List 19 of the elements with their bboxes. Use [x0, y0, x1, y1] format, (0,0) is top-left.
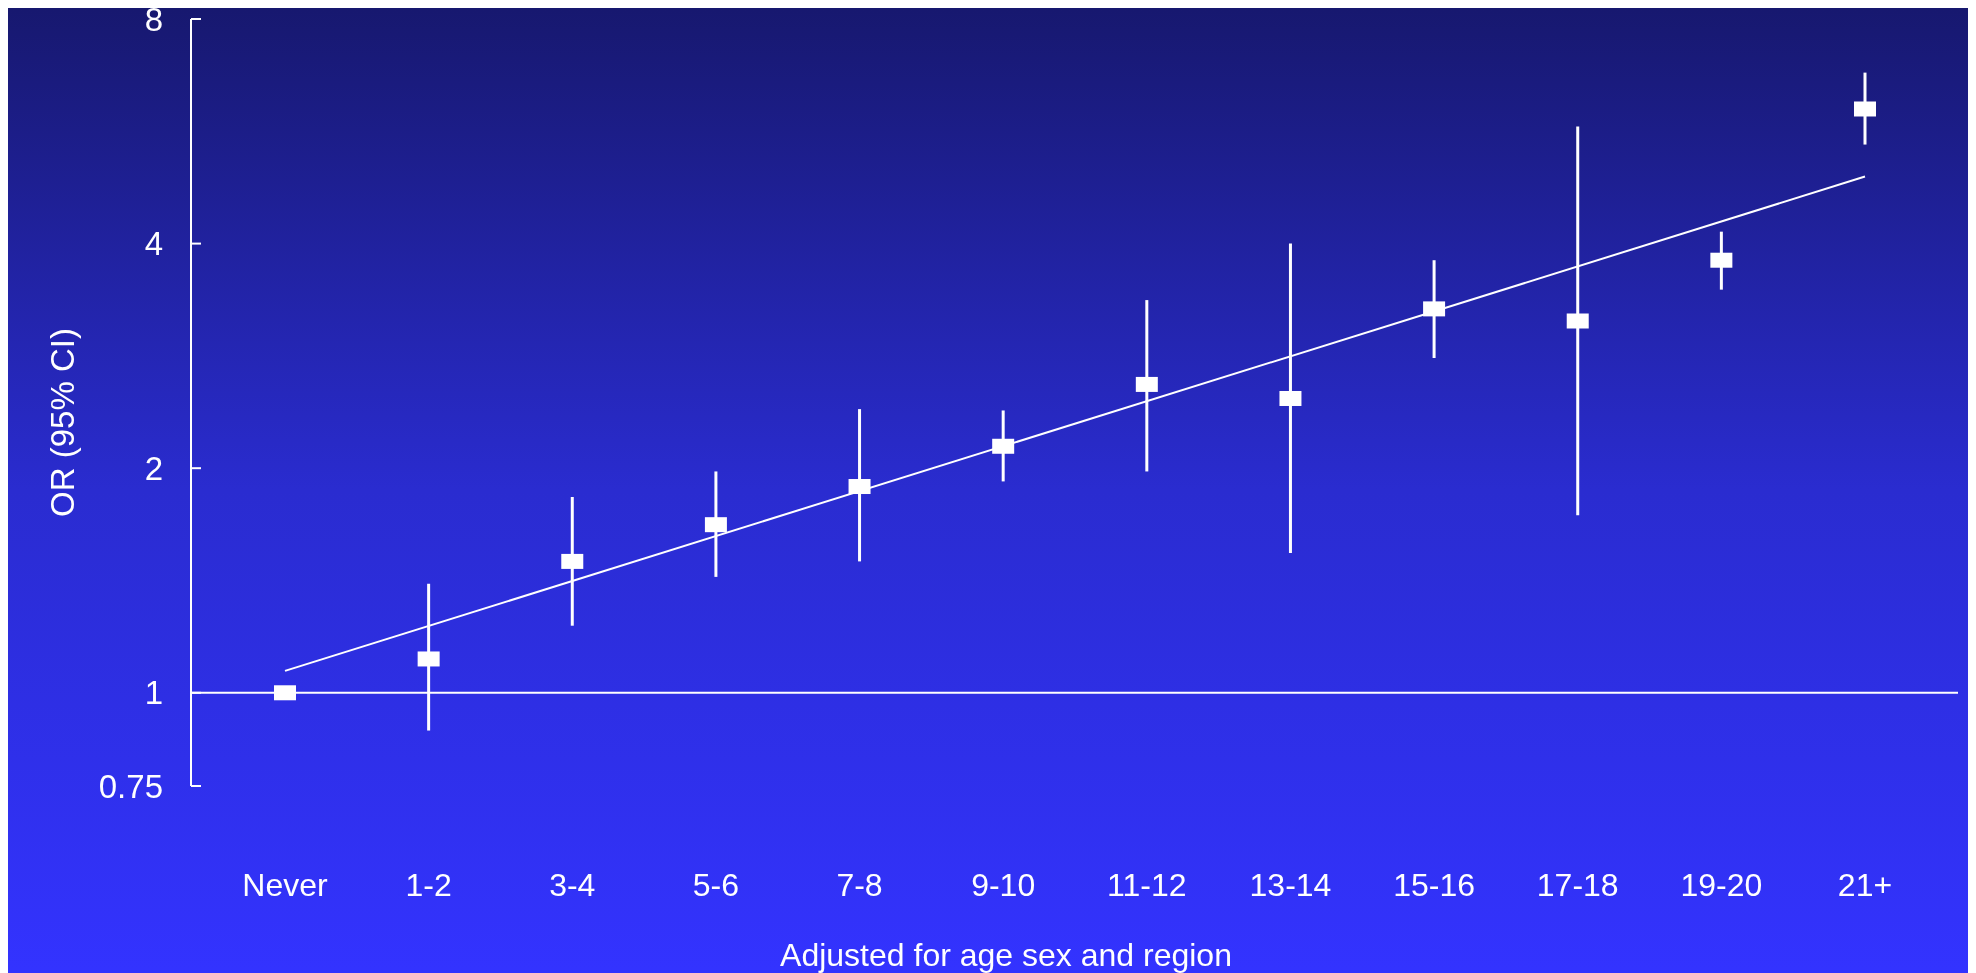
x-tick-label: 11-12	[1107, 867, 1187, 903]
x-tick-label: 19-20	[1680, 867, 1763, 903]
x-tick-label: 13-14	[1249, 867, 1332, 903]
y-tick-label: 8	[144, 0, 163, 38]
x-tick-label: 7-8	[836, 867, 883, 903]
y-tick-label: 4	[144, 225, 163, 263]
y-tick-label: 1	[144, 674, 163, 712]
y-tick-label: 0.75	[98, 767, 163, 805]
x-axis-title: Adjusted for age sex and region	[780, 937, 1232, 973]
x-tick-label: 15-16	[1393, 867, 1476, 903]
x-tick-label: 17-18	[1536, 867, 1619, 903]
x-tick-label: 21+	[1837, 867, 1893, 903]
y-axis-title: OR (95% CI)	[44, 328, 81, 517]
y-tick-label: 2	[144, 449, 163, 487]
x-tick-label: Never	[242, 867, 329, 903]
x-tick-label: 3-4	[549, 867, 596, 903]
x-tick-label: 5-6	[692, 867, 740, 903]
x-tick-label: 9-10	[971, 867, 1036, 903]
x-tick-label: 1-2	[405, 867, 452, 903]
